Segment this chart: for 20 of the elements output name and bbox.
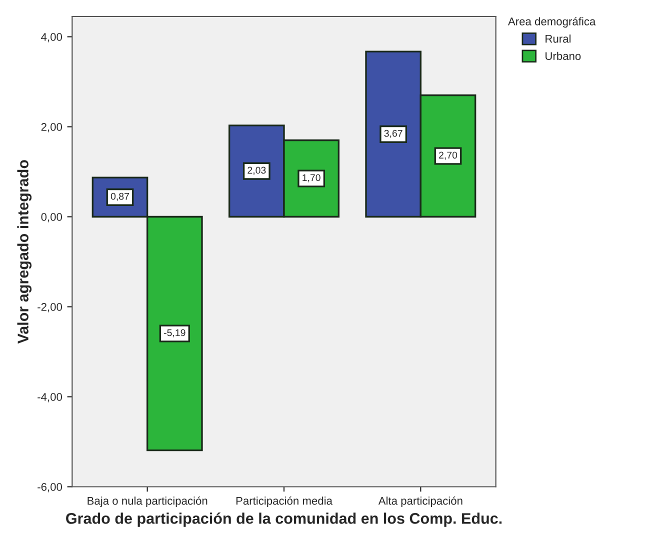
x-axis-title: Grado de participación de la comunidad en los Comp. Educ. bbox=[66, 512, 502, 527]
data-label: 2,03 bbox=[248, 166, 266, 175]
y-axis-title: Valor agregado integrado bbox=[17, 160, 32, 344]
data-label: -5,19 bbox=[164, 329, 186, 338]
legend-label: Urbano bbox=[546, 52, 581, 60]
y-tick-label: 4,00 bbox=[41, 33, 62, 42]
x-tick-label: Participación media bbox=[236, 496, 332, 507]
data-label: 2,70 bbox=[439, 152, 458, 160]
x-tick-label: Alta participación bbox=[378, 496, 462, 507]
data-label: 0,87 bbox=[110, 192, 129, 201]
legend-title: Area demográfica bbox=[508, 17, 596, 28]
y-tick-label: 2,00 bbox=[41, 123, 62, 132]
legend-label: Rural bbox=[546, 34, 571, 43]
x-tick-label: Baja o nula participación bbox=[88, 496, 208, 507]
y-tick-label: 0,00 bbox=[41, 213, 62, 222]
y-tick-label: -6,00 bbox=[38, 483, 62, 492]
data-label: 3,67 bbox=[384, 130, 402, 138]
y-tick-label: -2,00 bbox=[38, 303, 62, 312]
data-label: 1,70 bbox=[302, 174, 320, 182]
y-tick-label: -4,00 bbox=[38, 393, 62, 402]
